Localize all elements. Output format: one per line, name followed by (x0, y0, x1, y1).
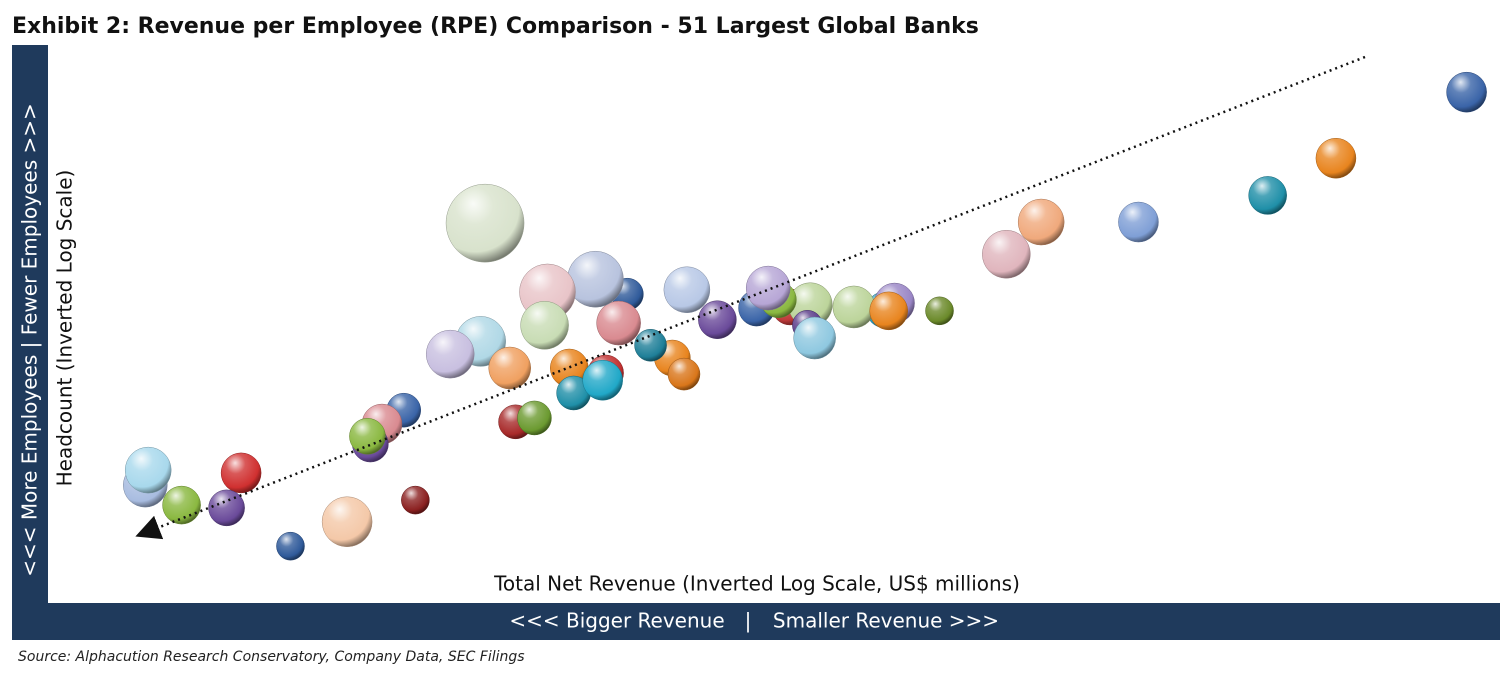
bubble (208, 489, 245, 527)
trend-line (135, 55, 1366, 540)
x-axis-bar (12, 603, 1500, 640)
bubble (667, 357, 701, 391)
bubble (1315, 137, 1357, 179)
y-axis-direction: <<< More Employees | Fewer Employees >>> (18, 103, 42, 577)
y-axis-label: Headcount (Inverted Log Scale) (53, 170, 77, 487)
bubble (663, 266, 711, 314)
bubble (869, 291, 908, 331)
x-direction-left: <<< Bigger Revenue (509, 609, 724, 633)
bubble (220, 452, 262, 494)
bubble (1446, 71, 1487, 113)
bubble (520, 301, 569, 350)
chart-title: Exhibit 2: Revenue per Employee (RPE) Co… (12, 14, 979, 39)
bubble (276, 531, 305, 561)
bubble (832, 285, 876, 329)
bubble (488, 346, 531, 390)
bubble (982, 229, 1031, 279)
bubble (321, 496, 373, 547)
bubble (349, 418, 386, 455)
bubble (1017, 198, 1065, 246)
source-note: Source: Alphacution Research Conservator… (18, 649, 525, 665)
bubble (596, 300, 641, 346)
bubble (425, 329, 475, 379)
y-axis-bar (12, 45, 48, 640)
bubble (517, 400, 552, 436)
bubble (634, 329, 667, 362)
bubble (745, 265, 791, 311)
bubble (925, 296, 954, 326)
bubble (124, 446, 172, 494)
bubble (162, 485, 201, 525)
bubble-layer (123, 71, 1487, 561)
bubble (698, 300, 737, 339)
bubble (1248, 176, 1287, 215)
bubble (567, 250, 624, 308)
x-axis-label: Total Net Revenue (Inverted Log Scale, U… (493, 572, 1020, 596)
x-direction-right: Smaller Revenue >>> (773, 609, 999, 633)
x-direction-separator: | (745, 609, 752, 633)
bubble (401, 485, 430, 515)
bubble (793, 316, 836, 360)
bubble (445, 183, 525, 263)
bubble (1118, 201, 1159, 243)
bubble (582, 359, 623, 401)
